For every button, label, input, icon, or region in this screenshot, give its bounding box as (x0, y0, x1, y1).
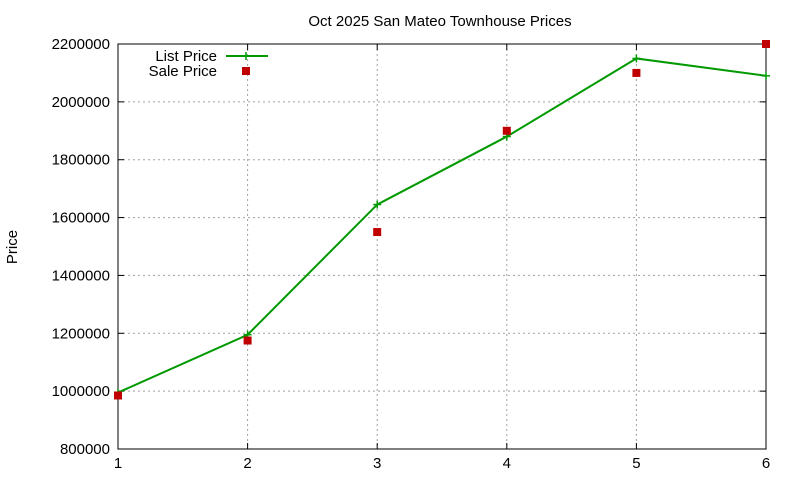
x-tick-label: 4 (503, 455, 511, 472)
data-point-sale-price (114, 391, 122, 400)
plot-frame (117, 43, 767, 450)
legend-marker-list-price (242, 52, 250, 60)
data-point-list-price (632, 54, 641, 63)
legend-label-list-price: List Price (155, 48, 217, 65)
series-layer (114, 40, 770, 400)
data-point-sale-price (502, 126, 511, 135)
x-tick-label: 6 (762, 455, 770, 472)
legend: List Price Sale Price (149, 48, 268, 80)
x-tick-label: 2 (243, 455, 251, 472)
y-tick-label: 1200000 (52, 325, 110, 342)
x-tick-label: 3 (373, 455, 381, 472)
legend-marker-sale-price (242, 67, 250, 75)
data-point-list-price (373, 200, 382, 209)
y-axis-label: Price (4, 230, 21, 264)
data-point-sale-price (762, 40, 770, 48)
data-point-sale-price (243, 336, 252, 345)
chart-title: Oct 2025 San Mateo Townhouse Prices (308, 13, 571, 30)
y-tick-label: 1400000 (52, 267, 110, 284)
series-line-list-price (117, 57, 767, 394)
data-point-list-price (762, 71, 770, 80)
y-tick-label: 2000000 (52, 94, 110, 111)
y-tick-label: 1000000 (52, 383, 110, 400)
y-tick-label: 1600000 (52, 210, 110, 227)
legend-symbol-sale-price (242, 67, 250, 75)
tick-layer: 1 2 3 4 5 6 800000 1000000 1200000 1400000 1600000… (52, 36, 771, 472)
legend-symbol-list-price (226, 52, 268, 60)
y-tick-label: 1800000 (52, 152, 110, 169)
data-point-sale-price (632, 68, 641, 77)
y-tick-label: 2200000 (52, 36, 110, 53)
x-tick-label: 5 (632, 455, 640, 472)
data-point-sale-price (373, 228, 382, 237)
grid-layer (118, 44, 766, 449)
x-tick-label: 1 (114, 455, 122, 472)
y-tick-label: 800000 (60, 441, 110, 458)
legend-label-sale-price: Sale Price (149, 63, 217, 80)
